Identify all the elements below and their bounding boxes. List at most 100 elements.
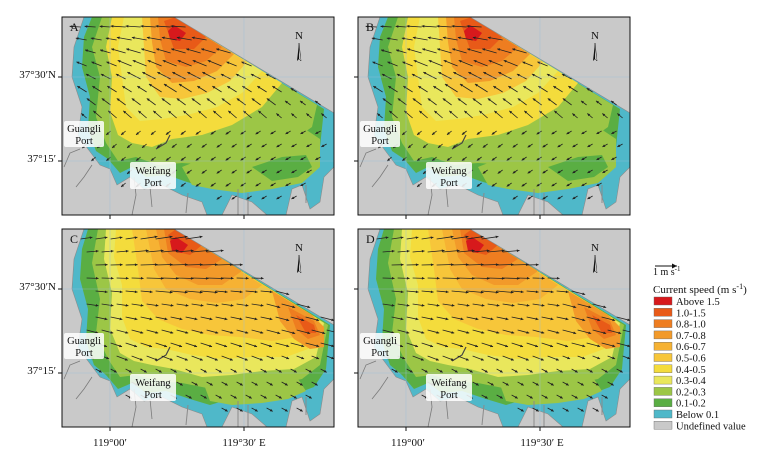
panel-frame [357,228,631,428]
legend-swatch [653,342,673,351]
legend-label: 0.8-1.0 [676,320,706,331]
land-area [222,195,267,215]
legend-item: 0.6-0.7 [653,342,706,353]
legend-item: 0.7-0.8 [653,330,706,342]
svg-text:Guangli: Guangli [363,124,397,135]
legend-item: Undefined value [653,421,746,432]
legend-item: 0.8-1.0 [653,319,706,331]
legend-swatch [653,409,673,419]
land-area [286,379,334,427]
svg-text:Port: Port [440,390,458,401]
current-vectors [69,24,327,200]
north-arrow-icon: N [591,242,599,274]
svg-text:Weifang: Weifang [431,166,467,177]
svg-text:Guangli: Guangli [363,336,397,347]
svg-text:Port: Port [371,348,389,359]
land-area [358,17,503,215]
legend-label: 0.2-0.3 [676,387,706,398]
panel-label: B [366,20,374,34]
north-label: N [591,30,599,42]
legend-label: Below 0.1 [676,410,719,421]
svg-text:Port: Port [75,348,93,359]
map-panels: ANGuangliPortWeifangPortBNGuangliPortWei… [58,16,631,431]
legend-label: 0.1-0.2 [676,399,706,410]
panel-label: C [70,232,78,246]
legend-swatch [653,398,673,407]
lat-label-mid-left-lower: 37°15′ [27,365,56,377]
lat-label-mid-left: 37°15′ [27,153,56,165]
legend-label: Undefined value [676,421,746,432]
legend-swatch [653,353,673,362]
panel-frame [61,228,335,428]
svg-text:Port: Port [440,178,458,189]
legend-item: Above 1.5 [653,296,720,308]
svg-text:Port: Port [371,136,389,147]
land-area [62,17,207,215]
land-area [582,379,630,427]
north-label: N [591,242,599,254]
svg-text:Port: Port [144,178,162,189]
lon-label-left-2: 119°30′ E [222,437,266,449]
lon-label-left-1: 119°00′ [93,437,127,449]
axis-labels: 37°30′N 37°15′ 37°30′N 37°15′ 119°00′ 11… [19,69,564,449]
north-arrow-icon: N [295,242,303,274]
svg-text:Weifang: Weifang [431,378,467,389]
scale-arrow [655,263,677,269]
north-label: N [295,30,303,42]
legend-label: 1.0-1.5 [676,308,706,319]
legend-swatch [653,387,673,396]
legend-swatch [653,308,673,317]
legend-label: 0.7-0.8 [676,331,706,342]
legend-item: 0.3-0.4 [653,375,706,387]
svg-text:Guangli: Guangli [67,124,101,135]
lat-label-top-left-lower: 37°30′N [19,281,56,293]
land-area [286,167,334,215]
panel-label: D [366,232,375,246]
land-area [222,407,267,427]
legend-items: Above 1.51.0-1.50.8-1.00.7-0.80.6-0.70.5… [653,296,746,432]
current-vectors [80,235,334,412]
legend-item: 0.4-0.5 [653,364,706,376]
legend-swatch [653,296,673,306]
legend-label: 0.3-0.4 [676,376,706,387]
north-arrow-icon: N [591,30,599,62]
legend-swatch [653,421,673,430]
legend-swatch [653,364,673,373]
svg-text:Port: Port [144,390,162,401]
lat-label-top-left: 37°30′N [19,69,56,81]
legend: 1 m s-1 Current speed (m s-1) Above 1.51… [653,263,747,432]
legend-title: Current speed (m s-1) [653,282,747,296]
lon-label-right-2: 119°30′ E [520,437,564,449]
svg-text:Port: Port [75,136,93,147]
legend-label: 0.5-0.6 [676,354,706,365]
legend-swatch [653,330,673,340]
land-area [358,229,503,427]
scale-label: 1 m s-1 [653,265,681,278]
land-area [62,229,207,427]
current-vectors [376,235,630,412]
legend-label: 0.4-0.5 [676,365,706,376]
svg-text:Weifang: Weifang [135,378,171,389]
legend-item: 1.0-1.5 [653,308,706,319]
land-area [582,167,630,215]
land-area [518,407,563,427]
north-arrow-icon: N [295,30,303,62]
lon-label-right-1: 119°00′ [391,437,425,449]
current-vectors [365,24,623,200]
legend-item: 0.2-0.3 [653,387,706,398]
legend-item: 0.5-0.6 [653,353,706,365]
legend-label: 0.6-0.7 [676,342,706,353]
